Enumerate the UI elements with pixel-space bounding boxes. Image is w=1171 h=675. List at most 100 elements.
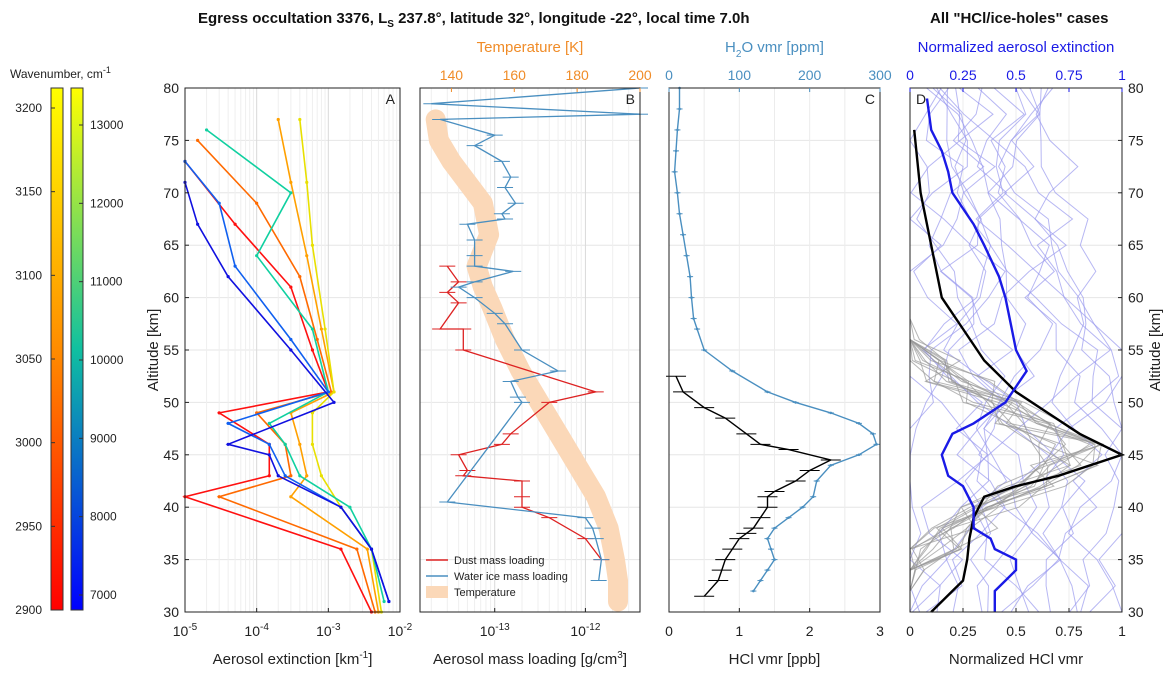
panel-c-h2o-point bbox=[811, 495, 815, 499]
panel-a-series-point bbox=[310, 442, 315, 446]
panel-d-ytick-label: 80 bbox=[1128, 80, 1144, 96]
panel-a-xtick-label: 10-4 bbox=[244, 622, 269, 639]
panel-a-series-point bbox=[339, 505, 343, 509]
panel-a-series-point bbox=[289, 191, 293, 195]
panel-a-ytick-label: 70 bbox=[163, 185, 179, 201]
panel-b-top-xlabel: Temperature [K] bbox=[477, 39, 584, 56]
case-aerosol-line bbox=[909, 87, 1040, 613]
title-subscript: S bbox=[387, 19, 394, 30]
panel-c-xtick-label: 1 bbox=[735, 623, 743, 639]
panel-a-series-point bbox=[305, 254, 309, 258]
panel-d-top-tick-label: 0.25 bbox=[949, 67, 976, 83]
panel-a-series-point bbox=[298, 474, 302, 478]
panel-a-series-point bbox=[217, 411, 221, 415]
panel-frame bbox=[668, 87, 881, 613]
case-aerosol-line bbox=[1003, 87, 1123, 613]
panel-c-h2o-point bbox=[692, 317, 695, 320]
panel-d-letter: D bbox=[916, 91, 926, 107]
colorbar-right-tick-label: 11000 bbox=[90, 275, 123, 289]
panel-c-xtick-label: 3 bbox=[876, 623, 884, 639]
panel-a-series-point bbox=[226, 275, 230, 279]
panel-b-legend: Dust mass loading Water ice mass loading T… bbox=[426, 555, 568, 599]
panel-c-h2o-point bbox=[752, 589, 755, 593]
case-aerosol-line bbox=[925, 87, 1079, 613]
panel-a-letter: A bbox=[386, 91, 396, 107]
panel-a-xtick-label: 10-2 bbox=[388, 622, 413, 639]
panel-b-top-tick-label: 180 bbox=[565, 67, 589, 83]
panel-a-series-point bbox=[267, 421, 271, 425]
panel-c-h2o-point bbox=[678, 212, 681, 216]
colorbar-left-tick-label: 3150 bbox=[15, 185, 42, 199]
colorbar-right-tick-label: 8000 bbox=[90, 510, 117, 524]
panel-d-ytick-label: 45 bbox=[1128, 447, 1144, 463]
case-hcl-line bbox=[909, 297, 1067, 612]
panel-d-ytick-label: 70 bbox=[1128, 185, 1144, 201]
panel-c-top-xlabel: H2O vmr [ppm] bbox=[725, 39, 824, 60]
xtick-base: 10 bbox=[173, 623, 189, 639]
panel-c-h2o-point bbox=[688, 275, 692, 278]
panel-a-series-point bbox=[289, 474, 293, 478]
panel-a-series-point bbox=[233, 264, 237, 268]
panel-a-series-point bbox=[326, 390, 330, 394]
panel-a-series-point bbox=[348, 505, 352, 509]
colorbar-left-tick-label: 2950 bbox=[15, 519, 42, 533]
panel-d-top-tick-label: 1 bbox=[1118, 67, 1126, 83]
xtick-exponent: -4 bbox=[260, 622, 269, 633]
panel-d-top-tick-label: 0.5 bbox=[1006, 67, 1026, 83]
colorbar-left-tick-label: 3050 bbox=[15, 352, 42, 366]
panel-d-xtick-label: 0.75 bbox=[1055, 623, 1082, 639]
mean-aerosol-line bbox=[925, 98, 1028, 612]
panel-a-series-point bbox=[226, 421, 230, 425]
panel-c-h2o-point bbox=[829, 463, 833, 467]
colorbar-right-tick-label: 7000 bbox=[90, 588, 117, 602]
panel-d-top-xlabel: Normalized aerosol extinction bbox=[918, 39, 1115, 56]
xtick-exponent: -3 bbox=[332, 622, 341, 633]
colorbar-left-tick-label: 2900 bbox=[15, 603, 42, 617]
panel-a-series-point bbox=[289, 348, 293, 352]
panel-c-h2o-line bbox=[673, 88, 878, 592]
panel-c-h2o-point bbox=[801, 505, 804, 509]
panel-c-top-tick-label: 200 bbox=[798, 67, 822, 83]
panel-c-h2o-point bbox=[759, 579, 762, 582]
panel-a-ytick-label: 40 bbox=[163, 499, 179, 515]
legend-label: Dust mass loading bbox=[454, 555, 545, 567]
panel-a-series-point bbox=[298, 275, 302, 279]
panel-d-ytick-label: 60 bbox=[1128, 290, 1144, 306]
panel-d: D0 0.25 0.5 0.75 10 0.25 0.5 0.75 13035404550556… bbox=[906, 39, 1164, 668]
panel-d-xtick-label: 0.5 bbox=[1006, 623, 1026, 639]
panel-b-letter: B bbox=[626, 91, 635, 107]
panel-a-series-point bbox=[369, 547, 374, 551]
panel-a-series-point bbox=[289, 495, 293, 499]
panel-a-series-point bbox=[196, 222, 200, 226]
mean-hcl-line bbox=[913, 129, 1126, 613]
panel-b-series-line bbox=[438, 265, 602, 560]
case-hcl-line bbox=[909, 297, 1048, 612]
panel-b-top-tick-label: 160 bbox=[503, 67, 527, 83]
colorbar-left-tick-label: 3000 bbox=[15, 436, 42, 450]
colorbar-right bbox=[70, 87, 84, 611]
panel-c-h2o-point bbox=[794, 401, 797, 404]
panel-a-series-point bbox=[283, 442, 287, 446]
panel-c-h2o-point bbox=[681, 233, 685, 237]
panel-d-top-tick-label: 0.75 bbox=[1055, 67, 1082, 83]
panel-a-ytick-label: 35 bbox=[163, 552, 179, 568]
xtick-base: 10 bbox=[388, 623, 404, 639]
xlabel-end: ] bbox=[623, 651, 627, 668]
colorbar-right-tick-label: 13000 bbox=[90, 118, 124, 132]
panel-a-series-point bbox=[387, 599, 391, 604]
panel-c-h2o-point bbox=[857, 422, 861, 425]
panel-c-h2o-point bbox=[773, 558, 776, 561]
panel-c-h2o-point bbox=[678, 107, 681, 111]
panel-d-top-tick-label: 0 bbox=[906, 67, 914, 83]
panel-a-xlabel: Aerosol extinction [km-1] bbox=[213, 650, 373, 668]
panel-c-h2o-point bbox=[702, 348, 706, 352]
panel-d-ytick-label: 50 bbox=[1128, 394, 1144, 410]
panel-a-ytick-label: 45 bbox=[163, 447, 179, 463]
panel-frame bbox=[419, 87, 641, 613]
panel-a-ylabel: Altitude [km] bbox=[145, 309, 162, 392]
panel-c-top-tick-label: 0 bbox=[665, 67, 673, 83]
panel-a-xtick-label: 10-5 bbox=[173, 622, 198, 639]
panel-c-letter: C bbox=[865, 91, 875, 107]
panel-a-series-point bbox=[233, 222, 237, 226]
